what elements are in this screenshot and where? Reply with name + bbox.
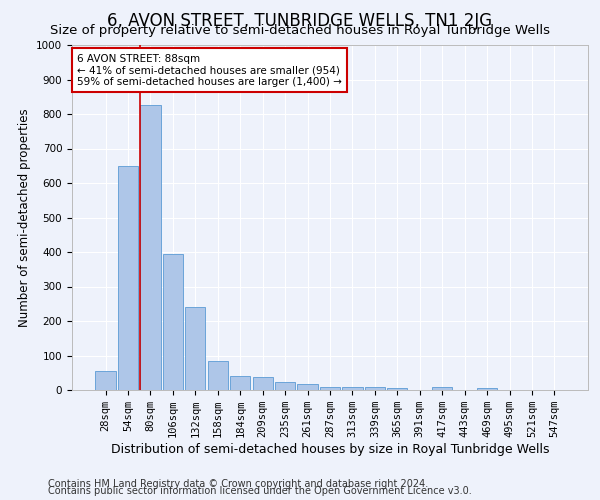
Bar bbox=[320, 386, 340, 390]
Bar bbox=[432, 386, 452, 390]
Text: Distribution of semi-detached houses by size in Royal Tunbridge Wells: Distribution of semi-detached houses by … bbox=[111, 442, 549, 456]
Bar bbox=[163, 254, 183, 390]
Bar bbox=[477, 388, 497, 390]
Bar bbox=[95, 371, 116, 390]
Bar bbox=[253, 377, 273, 390]
Bar bbox=[208, 362, 228, 390]
Text: 6, AVON STREET, TUNBRIDGE WELLS, TN1 2JG: 6, AVON STREET, TUNBRIDGE WELLS, TN1 2JG bbox=[107, 12, 493, 30]
Bar bbox=[343, 386, 362, 390]
Text: Contains HM Land Registry data © Crown copyright and database right 2024.: Contains HM Land Registry data © Crown c… bbox=[48, 479, 428, 489]
Text: 6 AVON STREET: 88sqm
← 41% of semi-detached houses are smaller (954)
59% of semi: 6 AVON STREET: 88sqm ← 41% of semi-detac… bbox=[77, 54, 342, 87]
Bar bbox=[140, 106, 161, 390]
Bar bbox=[387, 388, 407, 390]
Bar bbox=[275, 382, 295, 390]
Bar bbox=[118, 166, 138, 390]
Text: Contains public sector information licensed under the Open Government Licence v3: Contains public sector information licen… bbox=[48, 486, 472, 496]
Y-axis label: Number of semi-detached properties: Number of semi-detached properties bbox=[17, 108, 31, 327]
Bar bbox=[365, 387, 385, 390]
Bar bbox=[185, 307, 205, 390]
Text: Size of property relative to semi-detached houses in Royal Tunbridge Wells: Size of property relative to semi-detach… bbox=[50, 24, 550, 37]
Bar bbox=[298, 384, 317, 390]
Bar bbox=[230, 376, 250, 390]
